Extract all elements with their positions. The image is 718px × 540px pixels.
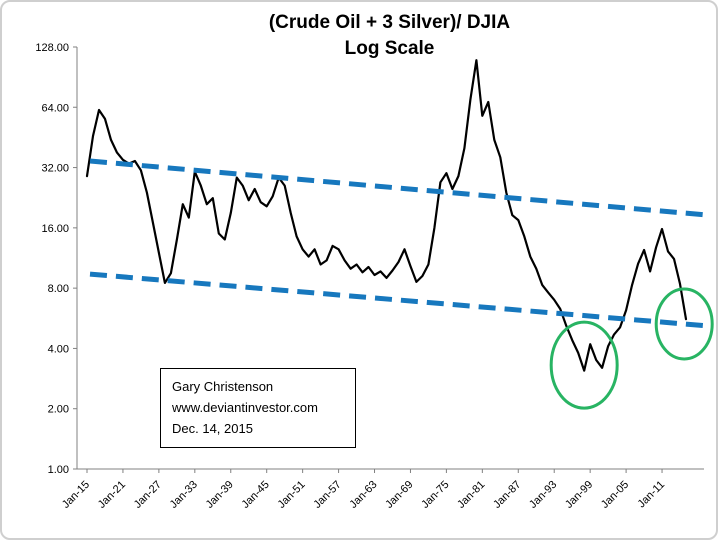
low-1998-circle bbox=[549, 320, 619, 410]
x-tick-label: Jan-45 bbox=[240, 479, 272, 511]
x-tick-label: Jan-69 bbox=[383, 479, 415, 511]
annotation-box: Gary Christenson www.deviantinvestor.com… bbox=[160, 368, 356, 449]
current-low-circle bbox=[654, 287, 714, 361]
y-tick-label: 32.00 bbox=[41, 163, 69, 175]
x-tick-label: Jan-21 bbox=[96, 479, 128, 511]
x-tick-label: Jan-27 bbox=[132, 479, 164, 511]
y-tick-label: 128.00 bbox=[35, 42, 69, 54]
x-tick-label: Jan-51 bbox=[275, 479, 307, 511]
x-tick-label: Jan-57 bbox=[311, 479, 343, 511]
ratio-line bbox=[85, 59, 688, 372]
annotation-website: www.deviantinvestor.com bbox=[172, 399, 318, 415]
chart-title-line1: (Crude Oil + 3 Silver)/ DJIA bbox=[268, 12, 511, 33]
x-tick-label: Jan-87 bbox=[491, 479, 523, 511]
y-tick-label: 16.00 bbox=[41, 223, 69, 235]
x-tick-label: Jan-63 bbox=[347, 479, 379, 511]
annotation-author: Gary Christenson bbox=[172, 379, 274, 394]
chart-title: (Crude Oil + 3 Silver)/ DJIA Log Scale bbox=[77, 10, 702, 61]
y-tick-label: 1.00 bbox=[48, 464, 69, 476]
x-tick-label: Jan-93 bbox=[527, 479, 559, 511]
y-tick-label: 2.00 bbox=[48, 404, 69, 416]
x-tick-label: Jan-81 bbox=[455, 479, 487, 511]
x-tick-label: Jan-11 bbox=[635, 479, 667, 511]
annotation-date: Dec. 14, 2015 bbox=[172, 420, 253, 436]
x-tick-label: Jan-99 bbox=[563, 479, 595, 511]
lower-channel-trendline bbox=[89, 271, 705, 329]
y-tick-label: 8.00 bbox=[48, 283, 69, 295]
x-tick-label: Jan-75 bbox=[419, 479, 451, 511]
x-tick-label: Jan-39 bbox=[204, 479, 236, 511]
x-tick-label: Jan-15 bbox=[60, 479, 92, 511]
x-tick-label: Jan-05 bbox=[599, 479, 631, 511]
y-tick-label: 64.00 bbox=[41, 102, 69, 114]
x-tick-label: Jan-33 bbox=[168, 479, 200, 511]
chart-title-line2: Log Scale bbox=[344, 37, 435, 59]
y-tick-label: 4.00 bbox=[48, 343, 69, 355]
